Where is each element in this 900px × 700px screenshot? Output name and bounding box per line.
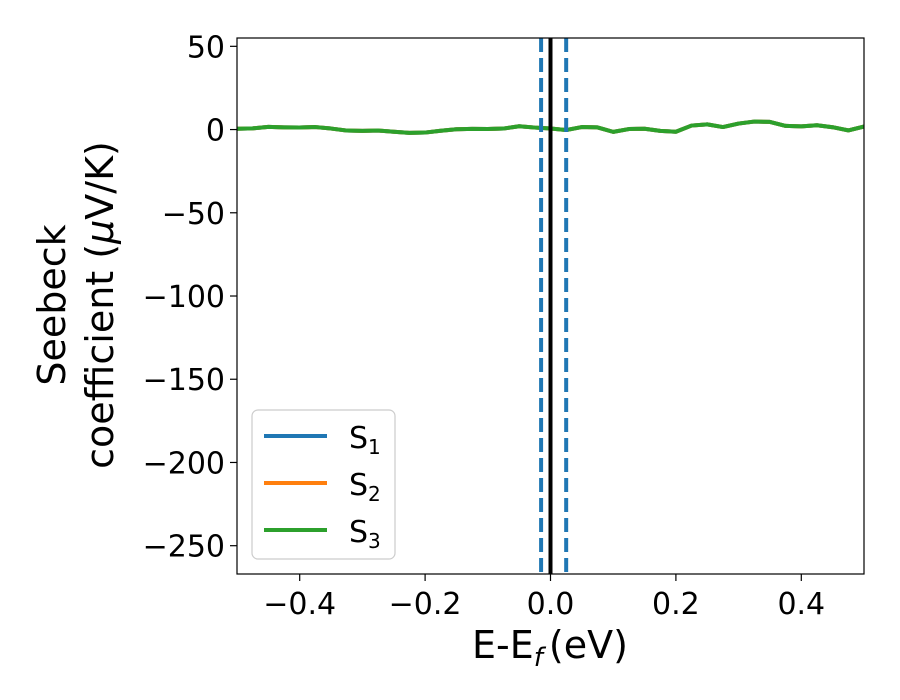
x-tick-label: −0.4 <box>263 587 336 622</box>
x-axis-label-subscript: f <box>534 643 547 673</box>
y-tick-label: 50 <box>187 30 225 65</box>
y-axis-label-line1: Seebeck <box>30 224 74 385</box>
legend-label-1: S1 <box>349 421 381 459</box>
x-axis-label-unit: (eV) <box>549 623 628 667</box>
x-axis-label: E-Ef (eV) <box>472 623 628 673</box>
y-tick-label: 0 <box>206 114 225 149</box>
x-axis-label-main: E-E <box>472 623 534 667</box>
y-tick-label: −250 <box>143 530 225 565</box>
y-tick-label: −200 <box>143 446 225 481</box>
y-tick-label: −150 <box>143 363 225 398</box>
y-axis-label-line2: coefficient (μV/K) <box>78 141 122 469</box>
y-tick-label: −100 <box>143 280 225 315</box>
x-tick-label: −0.2 <box>389 587 462 622</box>
legend-label-3: S3 <box>349 515 381 553</box>
y-tick-label: −50 <box>162 197 225 232</box>
legend: S1 S2 S3 <box>251 409 396 560</box>
x-tick-label: 0.2 <box>652 587 700 622</box>
x-tick-label: 0.4 <box>777 587 825 622</box>
y-axis-label-mu: μ <box>78 220 122 245</box>
x-tick-label: 0.0 <box>527 587 575 622</box>
legend-label-2: S2 <box>349 468 381 506</box>
